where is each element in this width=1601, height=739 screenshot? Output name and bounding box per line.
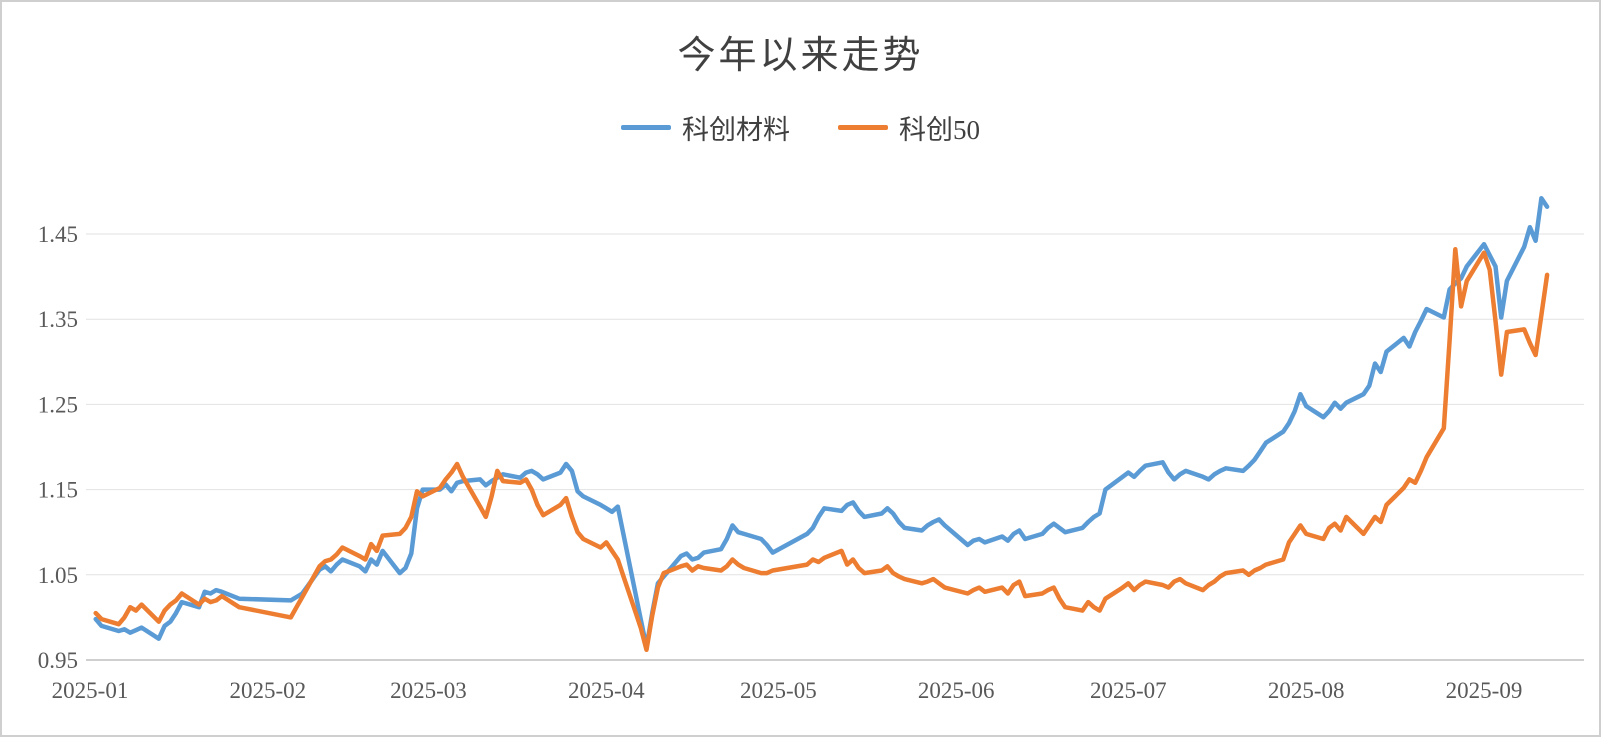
y-tick-label: 1.45 — [38, 222, 78, 247]
legend-label-kechuang-50: 科创50 — [899, 115, 980, 145]
legend-swatch-orange-line-icon — [838, 125, 888, 130]
x-tick-label: 2025-05 — [740, 678, 817, 703]
chart-title: 今年以来走势 — [677, 35, 924, 77]
x-tick-label: 2025-09 — [1446, 678, 1523, 703]
y-tick-label: 1.25 — [38, 392, 78, 417]
chart-legend: 科创材料 科创50 — [2, 108, 1599, 147]
legend-item-kechuang-50: 科创50 — [838, 108, 980, 147]
series-line-1 — [93, 195, 1550, 650]
legend-label-kechuang-cailiao: 科创材料 — [682, 115, 790, 145]
x-tick-label: 2025-02 — [229, 678, 306, 703]
x-tick-label: 2025-01 — [52, 678, 129, 703]
x-tick-label: 2025-03 — [390, 678, 467, 703]
y-tick-label: 0.95 — [38, 648, 78, 673]
x-tick-label: 2025-07 — [1090, 678, 1167, 703]
legend-swatch-blue-line-icon — [621, 125, 671, 130]
x-tick-label: 2025-08 — [1268, 678, 1345, 703]
legend-item-kechuang-cailiao: 科创材料 — [621, 108, 790, 147]
x-tick-label: 2025-04 — [568, 678, 645, 703]
y-tick-label: 1.35 — [38, 307, 78, 332]
series-line-2 — [93, 247, 1550, 653]
y-tick-label: 1.05 — [38, 563, 78, 588]
y-tick-label: 1.15 — [38, 478, 78, 503]
x-tick-label: 2025-06 — [918, 678, 995, 703]
